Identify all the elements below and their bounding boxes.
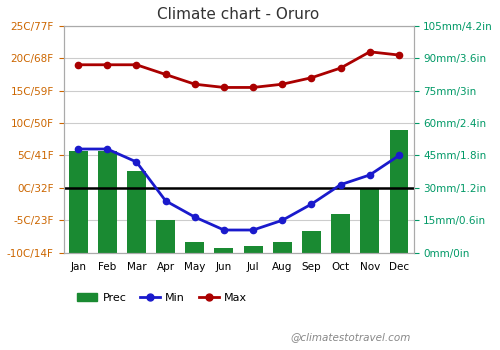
Bar bbox=[98, 151, 117, 253]
Bar bbox=[127, 170, 146, 253]
Bar bbox=[214, 248, 234, 253]
Bar bbox=[390, 130, 408, 253]
Bar bbox=[302, 231, 321, 253]
Bar bbox=[360, 188, 380, 253]
Bar bbox=[186, 242, 204, 253]
Bar bbox=[331, 214, 350, 253]
Bar bbox=[68, 151, 87, 253]
Text: @climatestotravel.com: @climatestotravel.com bbox=[290, 332, 410, 342]
Legend: Prec, Min, Max: Prec, Min, Max bbox=[72, 288, 252, 307]
Bar bbox=[273, 242, 292, 253]
Title: Climate chart - Oruro: Climate chart - Oruro bbox=[158, 7, 320, 22]
Bar bbox=[244, 246, 262, 253]
Bar bbox=[156, 220, 175, 253]
